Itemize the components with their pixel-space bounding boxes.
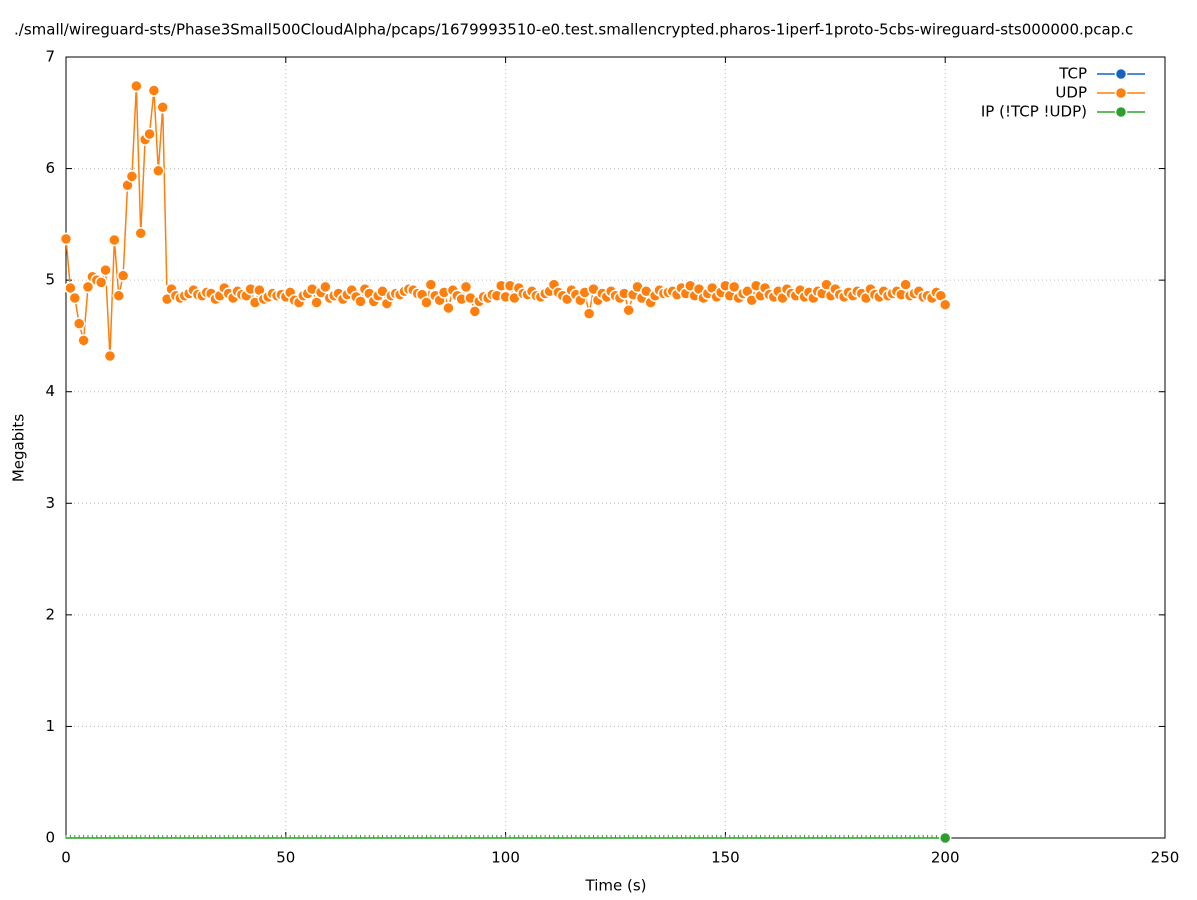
y-tick-label: 4 bbox=[45, 382, 55, 400]
point-marker bbox=[468, 305, 482, 318]
point-marker bbox=[938, 298, 952, 311]
point-marker bbox=[143, 127, 156, 141]
point-marker bbox=[420, 296, 433, 309]
y-axis-label: Megabits bbox=[10, 414, 28, 482]
point-marker bbox=[59, 232, 73, 246]
point-marker bbox=[64, 281, 77, 295]
point-marker bbox=[424, 278, 438, 291]
plot-frame bbox=[65, 56, 1166, 839]
y-tick-label: 5 bbox=[45, 271, 55, 289]
x-tick-label: 0 bbox=[61, 849, 71, 867]
x-tick-label: 250 bbox=[1151, 849, 1180, 867]
point-marker bbox=[94, 276, 108, 289]
point-marker bbox=[582, 307, 596, 320]
y-tick-label: 2 bbox=[45, 605, 55, 623]
legend-swatch bbox=[1114, 86, 1128, 100]
point-marker bbox=[156, 100, 169, 114]
point-marker bbox=[727, 280, 741, 294]
point-marker bbox=[319, 280, 332, 294]
y-tick-label: 7 bbox=[45, 48, 55, 66]
point-marker bbox=[81, 280, 95, 294]
x-axis-label: Time (s) bbox=[585, 877, 647, 895]
legend-label: IP (!TCP !UDP) bbox=[981, 103, 1087, 121]
y-tick-label: 1 bbox=[45, 717, 55, 735]
point-marker bbox=[112, 289, 126, 303]
point-marker bbox=[459, 280, 473, 294]
point-marker bbox=[108, 233, 121, 247]
y-tick-label: 3 bbox=[45, 494, 55, 512]
point-marker bbox=[354, 295, 367, 308]
point-marker bbox=[310, 296, 323, 309]
chart-title: ./small/wireguard-sts/Phase3Small500Clou… bbox=[14, 21, 1133, 39]
point-marker bbox=[622, 304, 635, 317]
legend-label: TCP bbox=[1058, 65, 1087, 83]
legend-swatch bbox=[1114, 105, 1128, 119]
legend-swatch bbox=[1114, 67, 1128, 81]
point-marker bbox=[152, 164, 165, 178]
y-tick-label: 0 bbox=[45, 829, 55, 847]
point-marker bbox=[99, 263, 112, 277]
x-tick-label: 150 bbox=[711, 849, 740, 867]
y-tick-label: 6 bbox=[45, 159, 55, 177]
x-tick-label: 200 bbox=[931, 849, 960, 867]
point-marker bbox=[134, 227, 147, 240]
point-marker bbox=[103, 349, 117, 363]
point-marker bbox=[68, 291, 82, 305]
legend-label: UDP bbox=[1055, 84, 1087, 102]
point-marker bbox=[116, 269, 130, 282]
x-tick-label: 50 bbox=[276, 849, 295, 867]
point-marker bbox=[147, 84, 161, 97]
point-marker bbox=[72, 317, 86, 330]
point-marker bbox=[130, 79, 143, 93]
point-marker bbox=[77, 334, 90, 347]
point-marker bbox=[125, 170, 139, 183]
point-marker bbox=[899, 278, 912, 291]
point-marker bbox=[442, 301, 455, 315]
x-tick-label: 100 bbox=[491, 849, 520, 867]
point-marker bbox=[938, 831, 952, 845]
